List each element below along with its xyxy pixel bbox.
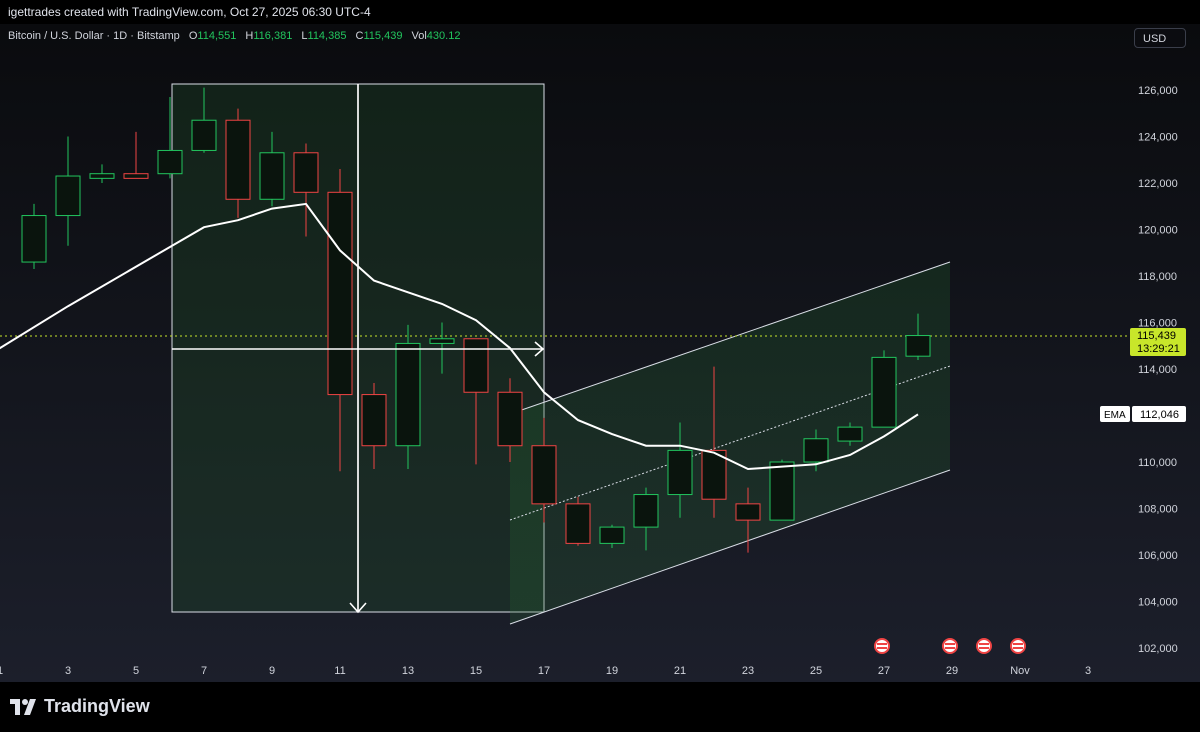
- candle: [293, 143, 319, 237]
- time-tick-label: 29: [946, 665, 958, 677]
- tradingview-logo[interactable]: TradingView: [10, 696, 150, 717]
- time-tick-label: 17: [538, 665, 550, 677]
- last-price-value: 115,439: [1137, 330, 1176, 342]
- candle: [395, 324, 421, 469]
- candle: [667, 422, 693, 518]
- candle: [599, 524, 625, 549]
- candle: [633, 487, 659, 551]
- time-tick-label: 15: [470, 665, 482, 677]
- price-tick-label: 120,000: [1138, 225, 1178, 237]
- candle: [803, 429, 829, 472]
- time-tick-label: 7: [201, 665, 207, 677]
- close-value: 115,439: [363, 30, 403, 42]
- candle: [497, 378, 523, 462]
- time-tick-label: 5: [133, 665, 139, 677]
- volume-label: Vol: [411, 30, 427, 42]
- price-tick-label: 104,000: [1138, 597, 1178, 609]
- chart-area[interactable]: Bitcoin / U.S. Dollar · 1D · Bitstamp O1…: [0, 24, 1200, 682]
- candle: [191, 87, 217, 153]
- candle: [89, 164, 115, 183]
- time-tick-label: 21: [674, 665, 686, 677]
- time-tick-label: 1: [0, 665, 3, 677]
- price-tick-label: 108,000: [1138, 504, 1178, 516]
- us-flag-icon[interactable]: [976, 638, 992, 654]
- price-tick-label: 126,000: [1138, 85, 1178, 97]
- candle: [259, 131, 285, 207]
- time-tick-label: 11: [334, 665, 345, 677]
- price-tick-label: 106,000: [1138, 550, 1178, 562]
- candles-layer: [21, 87, 931, 553]
- price-tick-label: 116,000: [1138, 318, 1177, 330]
- candle: [769, 459, 795, 521]
- countdown-value: 13:29:21: [1137, 343, 1180, 355]
- time-tick-label: 3: [65, 665, 71, 677]
- candle: [871, 350, 897, 428]
- candle: [55, 136, 81, 246]
- horizontal-arrowhead: [534, 341, 545, 357]
- tradingview-logo-text: TradingView: [44, 696, 150, 716]
- candle: [21, 203, 47, 270]
- last-price-badge: [1130, 328, 1186, 356]
- candle: [361, 382, 387, 469]
- time-tick-label: Nov: [1010, 665, 1030, 677]
- time-axis[interactable]: 1357911131517192123252729Nov3: [0, 665, 1091, 677]
- channel-upper-line[interactable]: [509, 261, 951, 415]
- candle: [837, 422, 863, 446]
- price-tick-label: 124,000: [1138, 132, 1178, 144]
- us-flag-icon[interactable]: [1010, 638, 1026, 654]
- vertical-arrowhead: [349, 602, 367, 614]
- price-tick-label: 122,000: [1138, 178, 1178, 190]
- ema-label-badge: [1100, 406, 1130, 422]
- price-tick-label: 118,000: [1138, 271, 1177, 283]
- low-label: L: [301, 30, 308, 42]
- currency-button[interactable]: USD: [1134, 28, 1186, 48]
- candle: [327, 169, 353, 472]
- symbol-legend[interactable]: Bitcoin / U.S. Dollar · 1D · Bitstamp O1…: [8, 30, 460, 42]
- candle: [735, 487, 761, 553]
- ema-value: 112,046: [1140, 409, 1179, 421]
- candle: [429, 322, 455, 374]
- time-tick-label: 25: [810, 665, 822, 677]
- high-value: 116,381: [253, 30, 293, 42]
- candle: [905, 313, 931, 361]
- time-tick-label: 27: [878, 665, 890, 677]
- us-flag-icon[interactable]: [942, 638, 958, 654]
- open-label: O: [188, 30, 198, 42]
- candle: [531, 417, 557, 523]
- price-tick-label: 110,000: [1138, 457, 1177, 469]
- candle: [157, 96, 183, 179]
- low-value: 114,385: [307, 30, 347, 42]
- price-tick-label: 114,000: [1138, 364, 1177, 376]
- time-tick-label: 3: [1085, 665, 1091, 677]
- volume-value: 430.12: [426, 30, 461, 42]
- ema-line: [0, 202, 919, 471]
- channel-lower-line[interactable]: [509, 469, 951, 625]
- ema-label: EMA: [1104, 410, 1126, 421]
- high-label: H: [245, 30, 254, 42]
- us-flag-icon[interactable]: [874, 638, 890, 654]
- time-tick-label: 13: [402, 665, 414, 677]
- price-axis[interactable]: 126,000 124,000 122,000 120,000 118,000 116,0…: [1138, 85, 1178, 655]
- time-tick-label: 9: [269, 665, 275, 677]
- price-chart[interactable]: 126,000 124,000 122,000 120,000 118,000 116,0…: [0, 24, 1200, 682]
- candle: [225, 108, 251, 218]
- time-tick-label: 19: [606, 665, 618, 677]
- ema-value-badge: [1132, 406, 1186, 422]
- chart-caption: igettrades created with TradingView.com,…: [0, 0, 1200, 24]
- candle: [463, 338, 489, 465]
- candle: [565, 496, 591, 546]
- open-value: 114,551: [197, 30, 237, 42]
- price-tick-label: 102,000: [1138, 643, 1178, 655]
- footer-bar: TradingView: [0, 682, 1200, 732]
- symbol-name[interactable]: Bitcoin / U.S. Dollar · 1D · Bitstamp: [8, 30, 180, 42]
- close-label: C: [355, 30, 364, 42]
- economic-event-flags[interactable]: [874, 638, 1026, 654]
- candle: [701, 366, 727, 518]
- candle: [123, 131, 149, 179]
- time-tick-label: 23: [742, 665, 754, 677]
- tradingview-logo-icon: [10, 698, 36, 715]
